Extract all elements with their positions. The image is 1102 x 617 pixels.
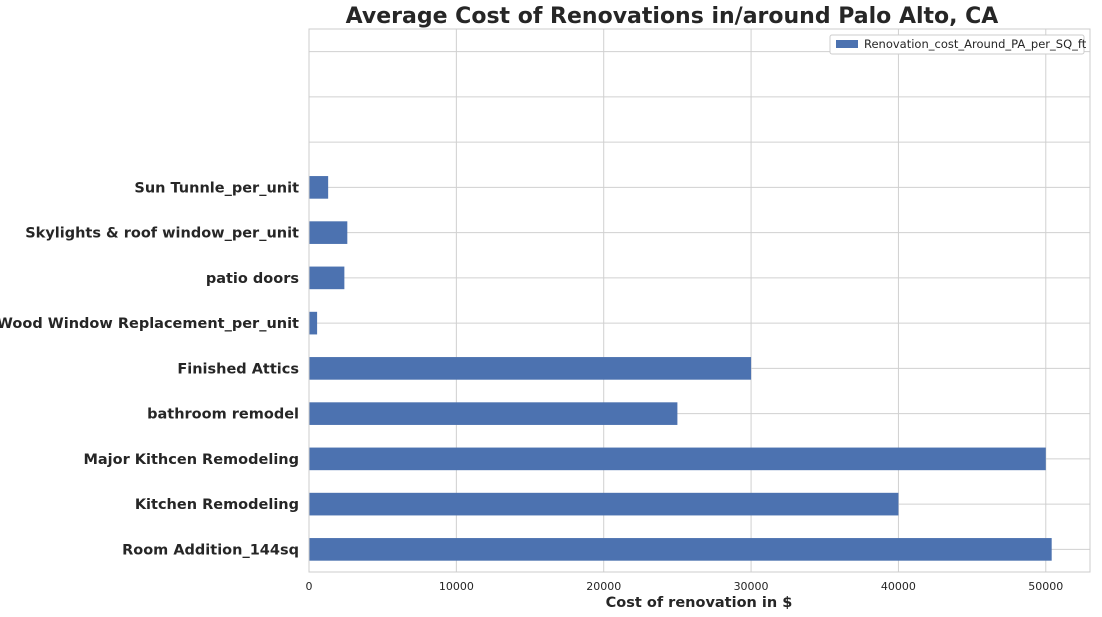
legend: Renovation_cost_Around_PA_per_SQ_ft xyxy=(829,34,1087,55)
bar xyxy=(309,221,348,244)
bar xyxy=(309,311,318,335)
plot-frame xyxy=(308,28,1091,573)
category-label: patio doors xyxy=(206,271,299,287)
bar xyxy=(309,538,1052,561)
x-tick-label: 10000 xyxy=(439,580,474,593)
bar xyxy=(309,266,345,290)
category-label: bathroom remodel xyxy=(147,407,299,423)
x-tick-labels: 0 10000 20000 30000 40000 50000 xyxy=(306,580,1064,593)
bars-layer xyxy=(309,176,1052,561)
category-label: Kitchen Remodeling xyxy=(135,497,299,513)
x-tick-label: 20000 xyxy=(586,580,621,593)
bar xyxy=(309,447,1046,471)
legend-entry: Renovation_cost_Around_PA_per_SQ_ft xyxy=(864,37,1087,51)
category-label: Major Kithcen Remodeling xyxy=(83,452,299,468)
chart-title: Average Cost of Renovations in/around Pa… xyxy=(346,4,999,29)
category-label: Wood Window Replacement_per_unit xyxy=(0,316,299,332)
bar xyxy=(309,357,752,380)
legend-swatch xyxy=(836,40,858,48)
x-tick-label: 30000 xyxy=(734,580,769,593)
grid-layer xyxy=(308,29,1090,572)
category-label: Skylights & roof window_per_unit xyxy=(25,226,299,242)
category-label: Sun Tunnle_per_unit xyxy=(134,180,299,196)
x-tick-label: 40000 xyxy=(881,580,916,593)
x-tick-label: 50000 xyxy=(1028,580,1063,593)
bar xyxy=(309,402,678,425)
category-label: Finished Attics xyxy=(177,361,299,377)
x-tick-label: 0 xyxy=(306,580,313,593)
category-labels: Room Addition_144sq Kitchen Remodeling Maj… xyxy=(0,180,299,558)
x-axis-label: Cost of renovation in $ xyxy=(606,595,793,611)
category-label: Room Addition_144sq xyxy=(122,542,299,558)
bar xyxy=(309,176,329,199)
legend-box xyxy=(829,34,1085,55)
bar xyxy=(309,492,899,516)
